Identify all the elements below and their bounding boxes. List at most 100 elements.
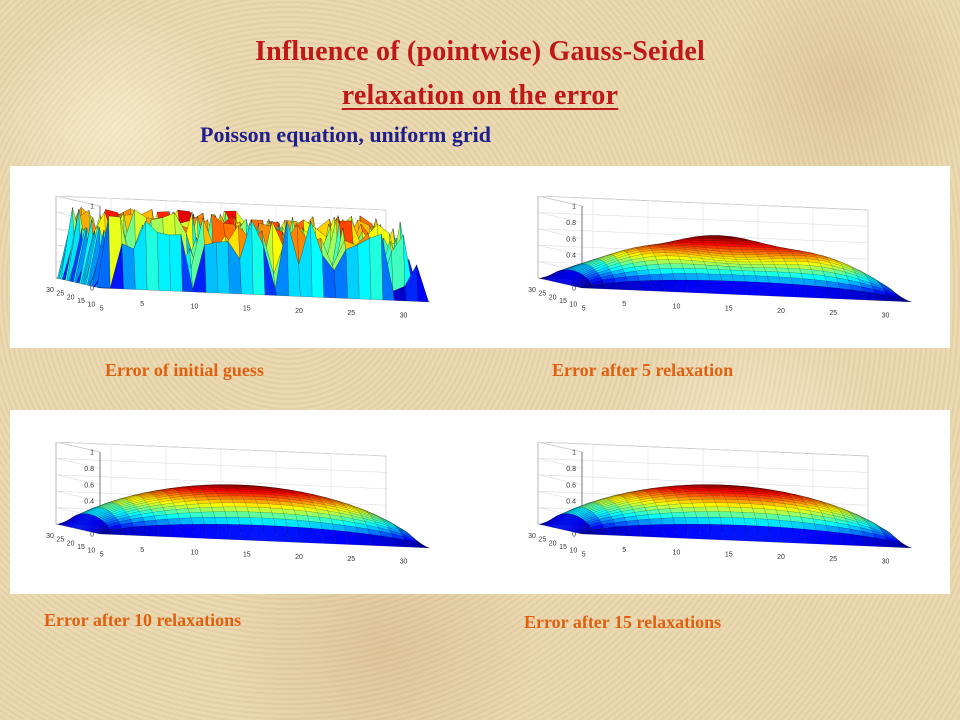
surface-facet	[718, 511, 733, 518]
surface-facet	[732, 254, 747, 258]
y-tick-label: 15	[77, 298, 85, 305]
surface-facet	[704, 486, 719, 488]
surface-facet	[168, 524, 183, 538]
surface-facet	[333, 530, 348, 545]
surface-facet	[720, 517, 734, 526]
z-tick-label: 0.6	[566, 482, 576, 489]
surface-facet	[169, 486, 183, 489]
surface-facet	[689, 240, 704, 243]
surface-facet	[216, 493, 231, 497]
surface-facet	[167, 518, 182, 526]
x-tick-label: 15	[243, 306, 251, 313]
z-tick-label: 1	[90, 204, 94, 211]
surface-facet	[656, 259, 671, 265]
surface-facet	[696, 273, 711, 281]
surface-facet	[155, 518, 170, 526]
x-tick-label: 25	[829, 310, 837, 317]
x-tick-label: 5	[140, 547, 144, 554]
surface-facet	[683, 268, 697, 274]
surface-facet	[742, 270, 756, 276]
surface-facet	[625, 519, 640, 527]
surface-facet	[649, 273, 664, 281]
surface-facet	[627, 280, 642, 291]
y-tick-label: 25	[56, 537, 64, 544]
z-tick-label: 0.6	[84, 482, 94, 489]
z-tick-label: 0.8	[566, 220, 576, 227]
z-tick-label: 0	[90, 286, 94, 293]
surface-plot-after-5: 10.80.60.40.203025201510551015202530	[528, 196, 913, 319]
surface-facet	[649, 518, 664, 526]
surface-facet	[839, 288, 854, 300]
surface-facet	[742, 512, 756, 519]
surface-facet	[369, 233, 384, 301]
surface-facet	[657, 263, 672, 270]
surface-facet	[345, 244, 360, 300]
x-tick-label: 10	[673, 303, 681, 310]
surface-facet	[157, 232, 171, 292]
surface-facet	[226, 517, 241, 525]
surface-facet	[741, 249, 756, 253]
surface-facet	[750, 264, 765, 268]
surface-facet	[768, 282, 783, 297]
surface-facet	[310, 528, 325, 544]
surface-facet	[757, 525, 771, 543]
surface-facet	[708, 490, 723, 494]
surface-facet	[223, 487, 238, 490]
surface-facet	[693, 264, 708, 270]
surface-facet	[674, 279, 689, 293]
surface-facet	[632, 245, 646, 249]
surface-facet	[703, 502, 718, 508]
y-tick-label: 15	[559, 544, 567, 551]
surface-facet	[752, 267, 767, 272]
surface-facet	[755, 518, 770, 527]
y-tick-label: 10	[87, 548, 95, 555]
y-tick-label: 15	[77, 544, 85, 551]
surface-facet	[211, 506, 226, 513]
surface-facet	[208, 499, 223, 504]
surface-facet	[238, 517, 252, 526]
surface-facet	[228, 493, 243, 497]
surface	[537, 484, 913, 549]
surface-facet	[698, 280, 712, 294]
caption-after-15: Error after 15 relaxations	[524, 612, 722, 632]
surface-facet	[192, 524, 207, 539]
y-tick-label: 25	[538, 291, 546, 298]
x-tick-label: 5	[140, 301, 144, 308]
surface-facet	[729, 249, 744, 253]
surface-facet	[784, 261, 799, 265]
surface-facet	[627, 525, 642, 537]
y-tick-label: 5	[582, 551, 586, 558]
surface-facet	[286, 526, 301, 543]
x-tick-label: 10	[191, 303, 199, 310]
surface-facet	[851, 289, 866, 301]
surface-facet	[851, 534, 866, 547]
surface-facet	[721, 524, 736, 541]
surface-facet	[639, 280, 653, 292]
surface-facet	[230, 495, 245, 500]
surface-facet	[771, 258, 786, 262]
surface-facet	[416, 264, 431, 303]
surface-facet	[654, 255, 669, 261]
surface-facet	[214, 517, 229, 525]
surface-facet	[650, 524, 665, 538]
surface-facet	[647, 268, 662, 275]
caption-initial-guess: Error of initial guess	[105, 360, 264, 380]
surface-facet	[778, 276, 793, 285]
surface-facet	[261, 517, 276, 527]
surface-facet	[218, 495, 233, 500]
surface-facet	[898, 542, 913, 549]
z-tick-label: 0.8	[566, 466, 576, 473]
surface-facet	[710, 493, 725, 497]
z-tick-label: 0	[90, 532, 94, 539]
surface-facet	[669, 263, 684, 269]
z-tick-label: 0.8	[84, 466, 94, 473]
x-tick-label: 30	[882, 558, 890, 565]
surface-facet	[690, 499, 705, 504]
surface-facet	[696, 517, 711, 525]
surface-facet	[716, 506, 731, 513]
surface-facet	[745, 525, 759, 542]
surface-facet	[189, 512, 204, 519]
x-tick-label: 10	[673, 549, 681, 556]
surface-facet	[209, 502, 224, 508]
surface-facet	[743, 275, 758, 283]
